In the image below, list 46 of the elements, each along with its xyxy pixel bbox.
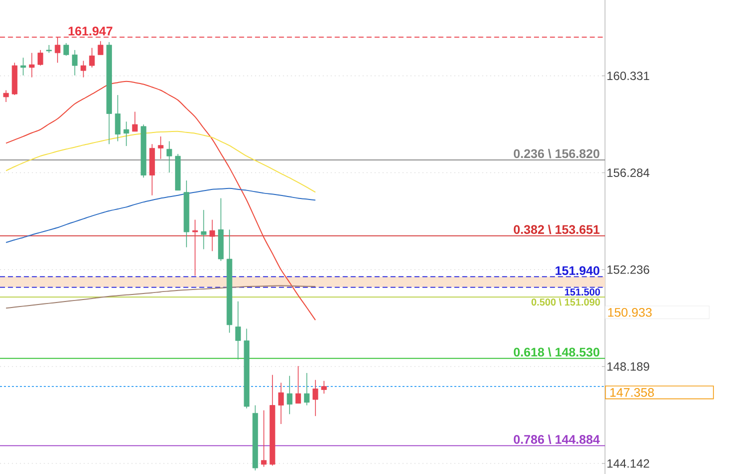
- ref-line-label: 161.947: [68, 26, 112, 36]
- candlestick: [72, 50, 78, 76]
- candlestick: [261, 410, 267, 468]
- y-tick-label: 144.142: [607, 459, 650, 468]
- candlestick: [235, 300, 241, 360]
- candlestick: [114, 94, 121, 142]
- y-tick-label: 156.284: [607, 168, 650, 177]
- y-tick-label: 148.189: [607, 362, 650, 371]
- candlestick: [98, 40, 104, 56]
- ref-line-label: 0.618 \ 148.530: [514, 347, 600, 357]
- ref-line-label: 0.236 \ 156.820: [514, 148, 600, 158]
- candlestick: [286, 375, 292, 415]
- line-series: [6, 188, 316, 244]
- candlestick: [304, 372, 310, 406]
- candlestick: [29, 52, 35, 78]
- candlestick: [321, 380, 327, 394]
- candlestick: [200, 210, 206, 250]
- candlestick: [312, 380, 318, 416]
- candlestick: [3, 90, 9, 102]
- y-tick-label: 152.236: [607, 265, 650, 274]
- y-tick-label: 160.331: [607, 72, 650, 80]
- candlestick: [46, 44, 52, 54]
- line-series: [6, 285, 316, 309]
- ref-line-label: 151.940: [556, 266, 600, 276]
- candlestick: [89, 47, 95, 68]
- candlestick: [192, 219, 198, 276]
- candlestick: [132, 111, 138, 132]
- candlestick: [63, 42, 69, 56]
- ref-line-label: 0.786 \ 144.884: [514, 434, 600, 444]
- candlestick: [54, 36, 60, 64]
- candlestick: [166, 140, 172, 173]
- ref-line-label: 0.382 \ 153.651: [514, 224, 600, 234]
- candlestick: [295, 366, 301, 404]
- candlestick: [209, 219, 216, 252]
- candlestick: [278, 382, 284, 424]
- candlestick: [158, 136, 164, 160]
- line-series: [6, 130, 316, 193]
- ref-line-label: 147.358: [610, 388, 654, 397]
- candlestick: [80, 60, 86, 78]
- candlestick: [38, 50, 44, 66]
- ref-line-label: 0.500 \ 151.090: [532, 298, 600, 306]
- candlestick: [20, 57, 26, 76]
- ref-line-label: 151.500: [564, 288, 600, 296]
- line-series: [6, 80, 316, 321]
- text: 150.933: [608, 308, 652, 317]
- candlestick: [124, 121, 130, 146]
